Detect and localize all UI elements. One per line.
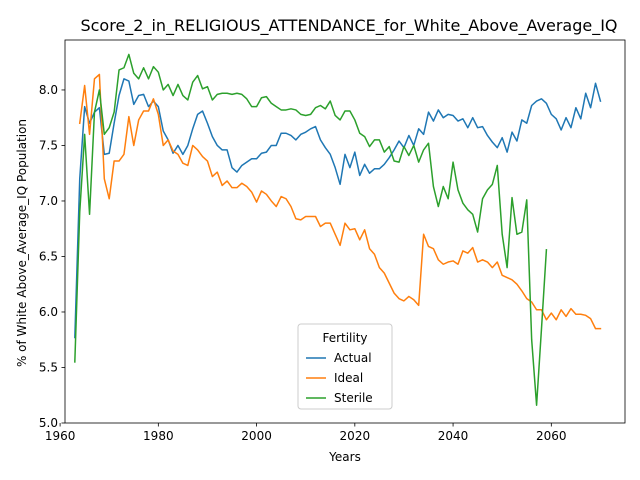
series-line-ideal [78, 73, 602, 330]
x-tick-label: 2020 [340, 429, 371, 443]
legend-label-sterile: Sterile [334, 391, 373, 405]
y-axis-label: % of White Above_Average_IQ Population [15, 119, 29, 367]
x-tick-label: 1960 [45, 429, 76, 443]
y-tick-label: 5.0 [39, 416, 58, 430]
y-tick-label: 6.0 [39, 305, 58, 319]
y-tick-label: 6.5 [39, 249, 58, 263]
x-axis-label: Years [328, 450, 361, 464]
chart-title: Score_2_in_RELIGIOUS_ATTENDANCE_for_Whit… [80, 16, 617, 36]
y-tick-label: 5.5 [39, 360, 58, 374]
legend: Fertility Actual Ideal Sterile [297, 323, 393, 410]
x-tick-label: 2060 [536, 429, 567, 443]
y-tick-label: 7.0 [39, 194, 58, 208]
legend-title: Fertility [322, 331, 367, 345]
x-tick-label: 2000 [241, 429, 272, 443]
y-tick-label: 7.5 [39, 138, 58, 152]
legend-box [297, 323, 393, 410]
legend-label-actual: Actual [334, 351, 372, 365]
series-line-actual [74, 78, 602, 339]
x-tick-label: 1980 [143, 429, 174, 443]
legend-label-ideal: Ideal [334, 371, 363, 385]
series-group [74, 53, 602, 406]
plot-area [64, 39, 626, 424]
x-tick-label: 2040 [438, 429, 469, 443]
y-axis: 5.0 5.5 6.0 6.5 7.0 7.5 8.0 [39, 83, 65, 430]
y-tick-label: 8.0 [39, 83, 58, 97]
plot-frame [64, 39, 626, 424]
x-axis: 1960 1980 2000 2020 2040 2060 [45, 423, 567, 443]
series-line-sterile [74, 53, 548, 406]
